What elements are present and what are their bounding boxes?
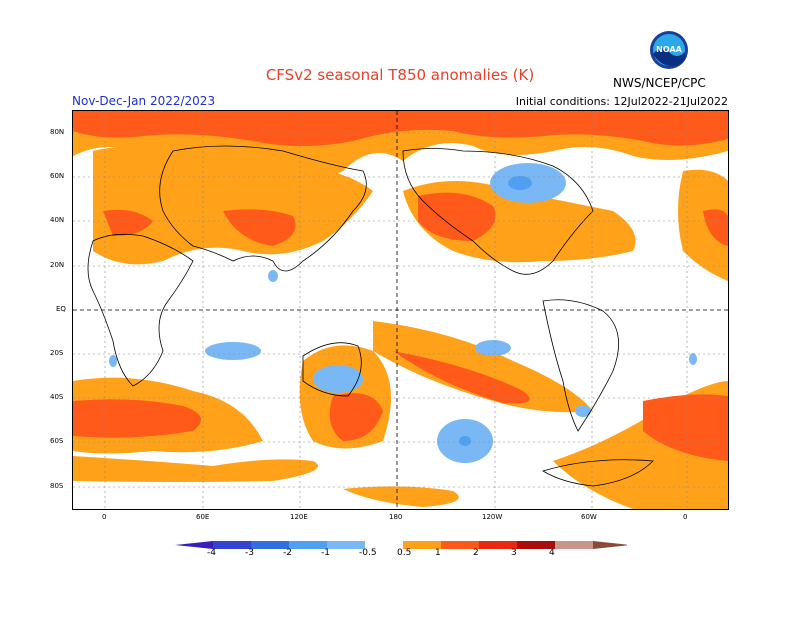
colorbar-tick-label: 3 xyxy=(511,548,517,558)
colorbar-swatch xyxy=(327,541,365,549)
lat-label: 20S xyxy=(50,349,64,357)
season-label: Nov-Dec-Jan 2022/2023 xyxy=(72,94,216,108)
colorbar-swatch xyxy=(479,541,517,549)
chart-title: CFSv2 seasonal T850 anomalies (K) xyxy=(265,66,535,84)
strong-warm-anomaly-layer xyxy=(73,111,728,461)
colorbar-swatch xyxy=(593,541,631,549)
lon-label: 0 xyxy=(683,513,688,521)
lat-label: 60N xyxy=(50,172,65,180)
colorbar-swatch xyxy=(251,541,289,549)
lon-label: 60W xyxy=(581,513,597,521)
lon-label: 60E xyxy=(196,513,210,521)
lat-label: 60S xyxy=(50,437,64,445)
colorbar xyxy=(175,536,631,555)
colorbar-swatch xyxy=(289,541,327,549)
lat-label: 40N xyxy=(50,216,65,224)
colorbar-swatch xyxy=(213,541,251,549)
colorbar-tick-label: -2 xyxy=(283,548,292,558)
colorbar-swatch xyxy=(517,541,555,549)
colorbar-tick-label: 1 xyxy=(435,548,441,558)
colorbar-tick-label: -0.5 xyxy=(359,548,377,558)
colorbar-tick-label: 2 xyxy=(473,548,479,558)
lon-label: 0 xyxy=(102,513,107,521)
lat-label: 40S xyxy=(50,393,64,401)
anomaly-map xyxy=(72,110,729,510)
colorbar-swatch xyxy=(555,541,593,549)
initial-conditions-label: Initial conditions: 12Jul2022-21Jul2022 xyxy=(515,95,728,108)
colorbar-tick-label: -3 xyxy=(245,548,254,558)
colorbar-swatch xyxy=(403,541,441,549)
colorbar-tick-label: 4 xyxy=(549,548,555,558)
colorbar-swatch xyxy=(365,541,403,549)
equator-dateline xyxy=(73,111,728,509)
agency-label: NWS/NCEP/CPC xyxy=(613,76,706,90)
lat-label: EQ xyxy=(56,305,66,313)
lon-label: 120W xyxy=(482,513,503,521)
strong-cold-anomaly-layer xyxy=(459,176,532,446)
lon-label: 120E xyxy=(290,513,308,521)
colorbar-swatch xyxy=(175,541,213,549)
colorbar-swatch xyxy=(441,541,479,549)
lat-label: 20N xyxy=(50,261,65,269)
logo-text: NOAA xyxy=(656,45,682,54)
lat-label: 80N xyxy=(50,128,65,136)
colorbar-tick-label: -4 xyxy=(207,548,216,558)
lat-label: 80S xyxy=(50,482,64,490)
colorbar-tick-label: -1 xyxy=(321,548,330,558)
noaa-logo: NOAA xyxy=(649,30,689,70)
colorbar-tick-label: 0.5 xyxy=(397,548,412,558)
coastlines xyxy=(87,145,654,487)
lon-label: 180 xyxy=(389,513,403,521)
gridlines xyxy=(73,111,728,509)
